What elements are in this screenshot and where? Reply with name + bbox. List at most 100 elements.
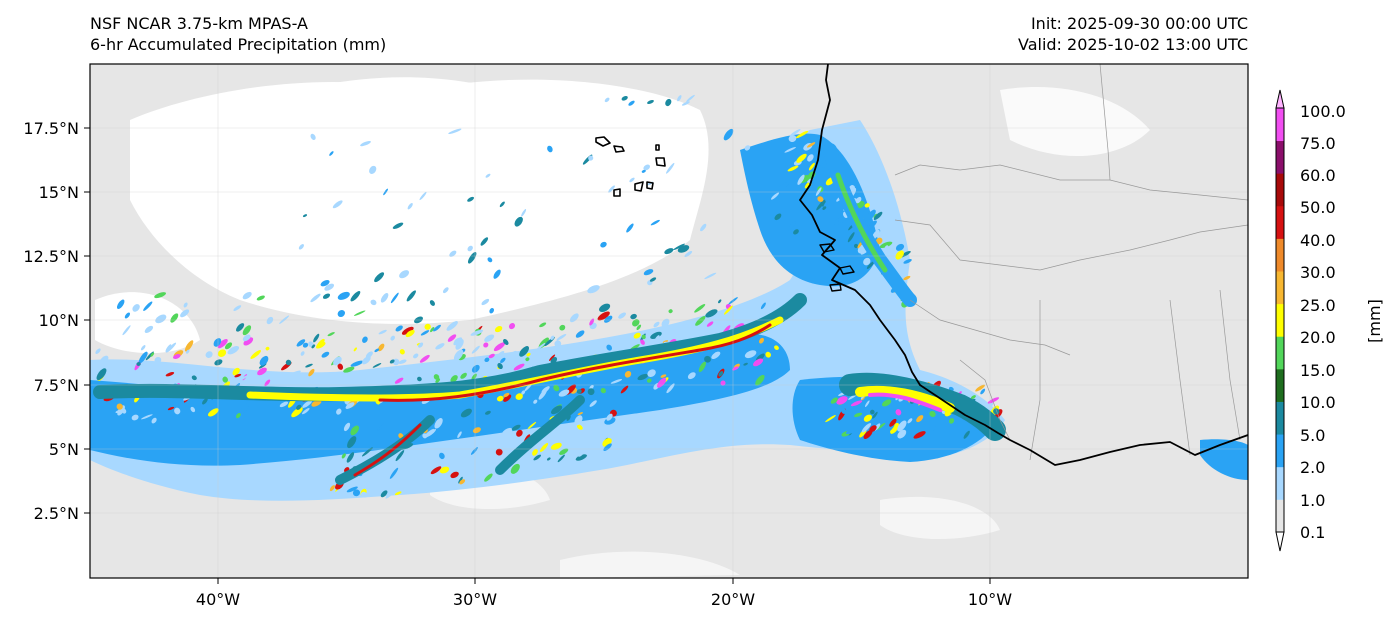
rain-cell (369, 165, 377, 174)
rain-cell (774, 345, 779, 350)
rain-cell (238, 374, 249, 382)
rain-cell (398, 359, 407, 364)
rain-cell (864, 395, 870, 402)
rain-cell (549, 354, 556, 361)
colorbar-unit-label: [mm] (1365, 299, 1384, 343)
rain-cell (361, 447, 373, 457)
border-mauritania (894, 64, 1111, 181)
lat-tick-label: 12.5°N (23, 247, 79, 266)
rain-cell (224, 342, 233, 350)
rain-cell (346, 486, 358, 493)
rain-cell (394, 377, 404, 384)
rain-cell (593, 423, 604, 432)
lat-tick-label: 5°N (49, 440, 79, 459)
border-guinea (909, 299, 1071, 356)
band-intense (378, 323, 772, 402)
colorbar-label: 60.0 (1300, 166, 1336, 185)
rain-cell (895, 243, 905, 251)
rain-cell (291, 407, 303, 418)
rain-cell (406, 290, 416, 302)
rain-cell (155, 314, 167, 324)
latitude-axis: 17.5°N 15°N 12.5°N 10°N 7.5°N 5°N 2.5°N (23, 119, 90, 523)
rain-cell (637, 373, 649, 381)
rain-cell (604, 315, 613, 323)
rain-cell (439, 466, 450, 474)
rain-cell (435, 378, 441, 383)
rain-cell (442, 287, 449, 294)
rain-cell (806, 160, 813, 168)
rain-cell (257, 367, 267, 376)
rain-cell (604, 97, 610, 103)
rain-cell (242, 325, 252, 336)
cape-verde-island (613, 188, 621, 197)
rain-cell (533, 399, 538, 404)
rain-cell (333, 356, 342, 366)
rain-cell (641, 334, 646, 340)
rain-cell (445, 442, 454, 454)
rain-cell (266, 316, 274, 325)
cape-verde-island (613, 145, 625, 153)
lon-tick-label: 40°W (196, 590, 240, 609)
rain-cell (372, 363, 382, 368)
rain-cell (797, 174, 805, 185)
rain-cell (310, 293, 321, 303)
rain-cell (322, 293, 331, 299)
rain-cell (700, 223, 707, 232)
rain-cell (916, 415, 924, 423)
rain-cell (170, 313, 179, 323)
rain-cell (533, 454, 542, 461)
rain-cell (630, 313, 637, 320)
rain-cell (765, 351, 771, 358)
gridlines (90, 64, 1248, 578)
field-title: 6-hr Accumulated Precipitation (mm) (90, 35, 387, 54)
rain-cell (621, 96, 628, 101)
bijagos-islands (819, 243, 855, 292)
lon-tick-label: 30°W (453, 590, 497, 609)
rain-cell (453, 337, 463, 346)
rain-cell (963, 430, 970, 439)
rain-cell (350, 291, 361, 302)
rain-cell (720, 380, 726, 386)
rain-cell (242, 334, 251, 342)
border-ivory-coast (1029, 300, 1041, 461)
rain-cell (390, 335, 395, 341)
rain-cell (422, 433, 428, 439)
rain-cell (471, 345, 480, 354)
rain-cell (499, 201, 505, 208)
border-togo (1219, 289, 1241, 441)
rain-cell (360, 491, 368, 498)
colorbar-segment (1276, 499, 1284, 533)
rain-cell (588, 155, 594, 161)
rain-cell (302, 342, 309, 348)
colorbar-segment (1276, 466, 1284, 500)
colorbar-under-extension (1275, 531, 1285, 552)
rain-cell (460, 408, 472, 418)
rain-cell (705, 309, 718, 318)
rain-cell (895, 250, 904, 260)
rain-cell (576, 424, 583, 430)
rain-cell (485, 173, 491, 178)
colorbar-segment (1276, 205, 1284, 239)
rain-cell (643, 269, 654, 276)
rain-cell (666, 383, 675, 394)
rain-cell (217, 349, 227, 358)
rain-cell (640, 339, 645, 345)
model-title: NSF NCAR 3.75-km MPAS-A (90, 14, 308, 33)
rain-cell (628, 339, 634, 345)
rain-cell (264, 379, 271, 387)
rain-cell (455, 339, 464, 350)
rain-cell (970, 395, 976, 400)
rain-cell (861, 423, 872, 433)
rain-cell (770, 192, 780, 200)
rain-shield-north (740, 133, 880, 287)
colorbar-segment (1276, 108, 1284, 142)
rain-cell (447, 334, 457, 342)
rain-cell (121, 408, 127, 414)
rain-cell (213, 338, 222, 347)
rain-cell (174, 407, 181, 415)
rain-cell (450, 375, 458, 383)
rain-cell (513, 363, 525, 371)
rain-cell (501, 427, 513, 437)
rain-cell (649, 277, 657, 282)
